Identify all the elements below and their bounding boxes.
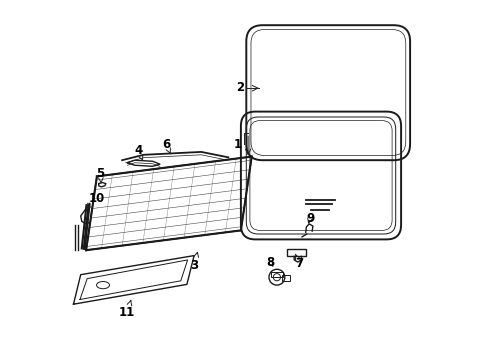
Bar: [270, 272, 282, 277]
Text: 4: 4: [134, 144, 142, 160]
Text: 1: 1: [233, 138, 242, 150]
Text: 7: 7: [295, 254, 303, 270]
Text: 11: 11: [119, 300, 135, 319]
Bar: [282, 275, 289, 281]
Text: 3: 3: [190, 252, 198, 272]
Text: 10: 10: [85, 192, 105, 208]
Text: 5: 5: [96, 167, 104, 183]
Text: 6: 6: [162, 138, 170, 154]
Text: 8: 8: [266, 256, 274, 269]
Text: 9: 9: [305, 212, 313, 225]
Text: 2: 2: [236, 81, 244, 94]
Bar: [286, 249, 305, 256]
